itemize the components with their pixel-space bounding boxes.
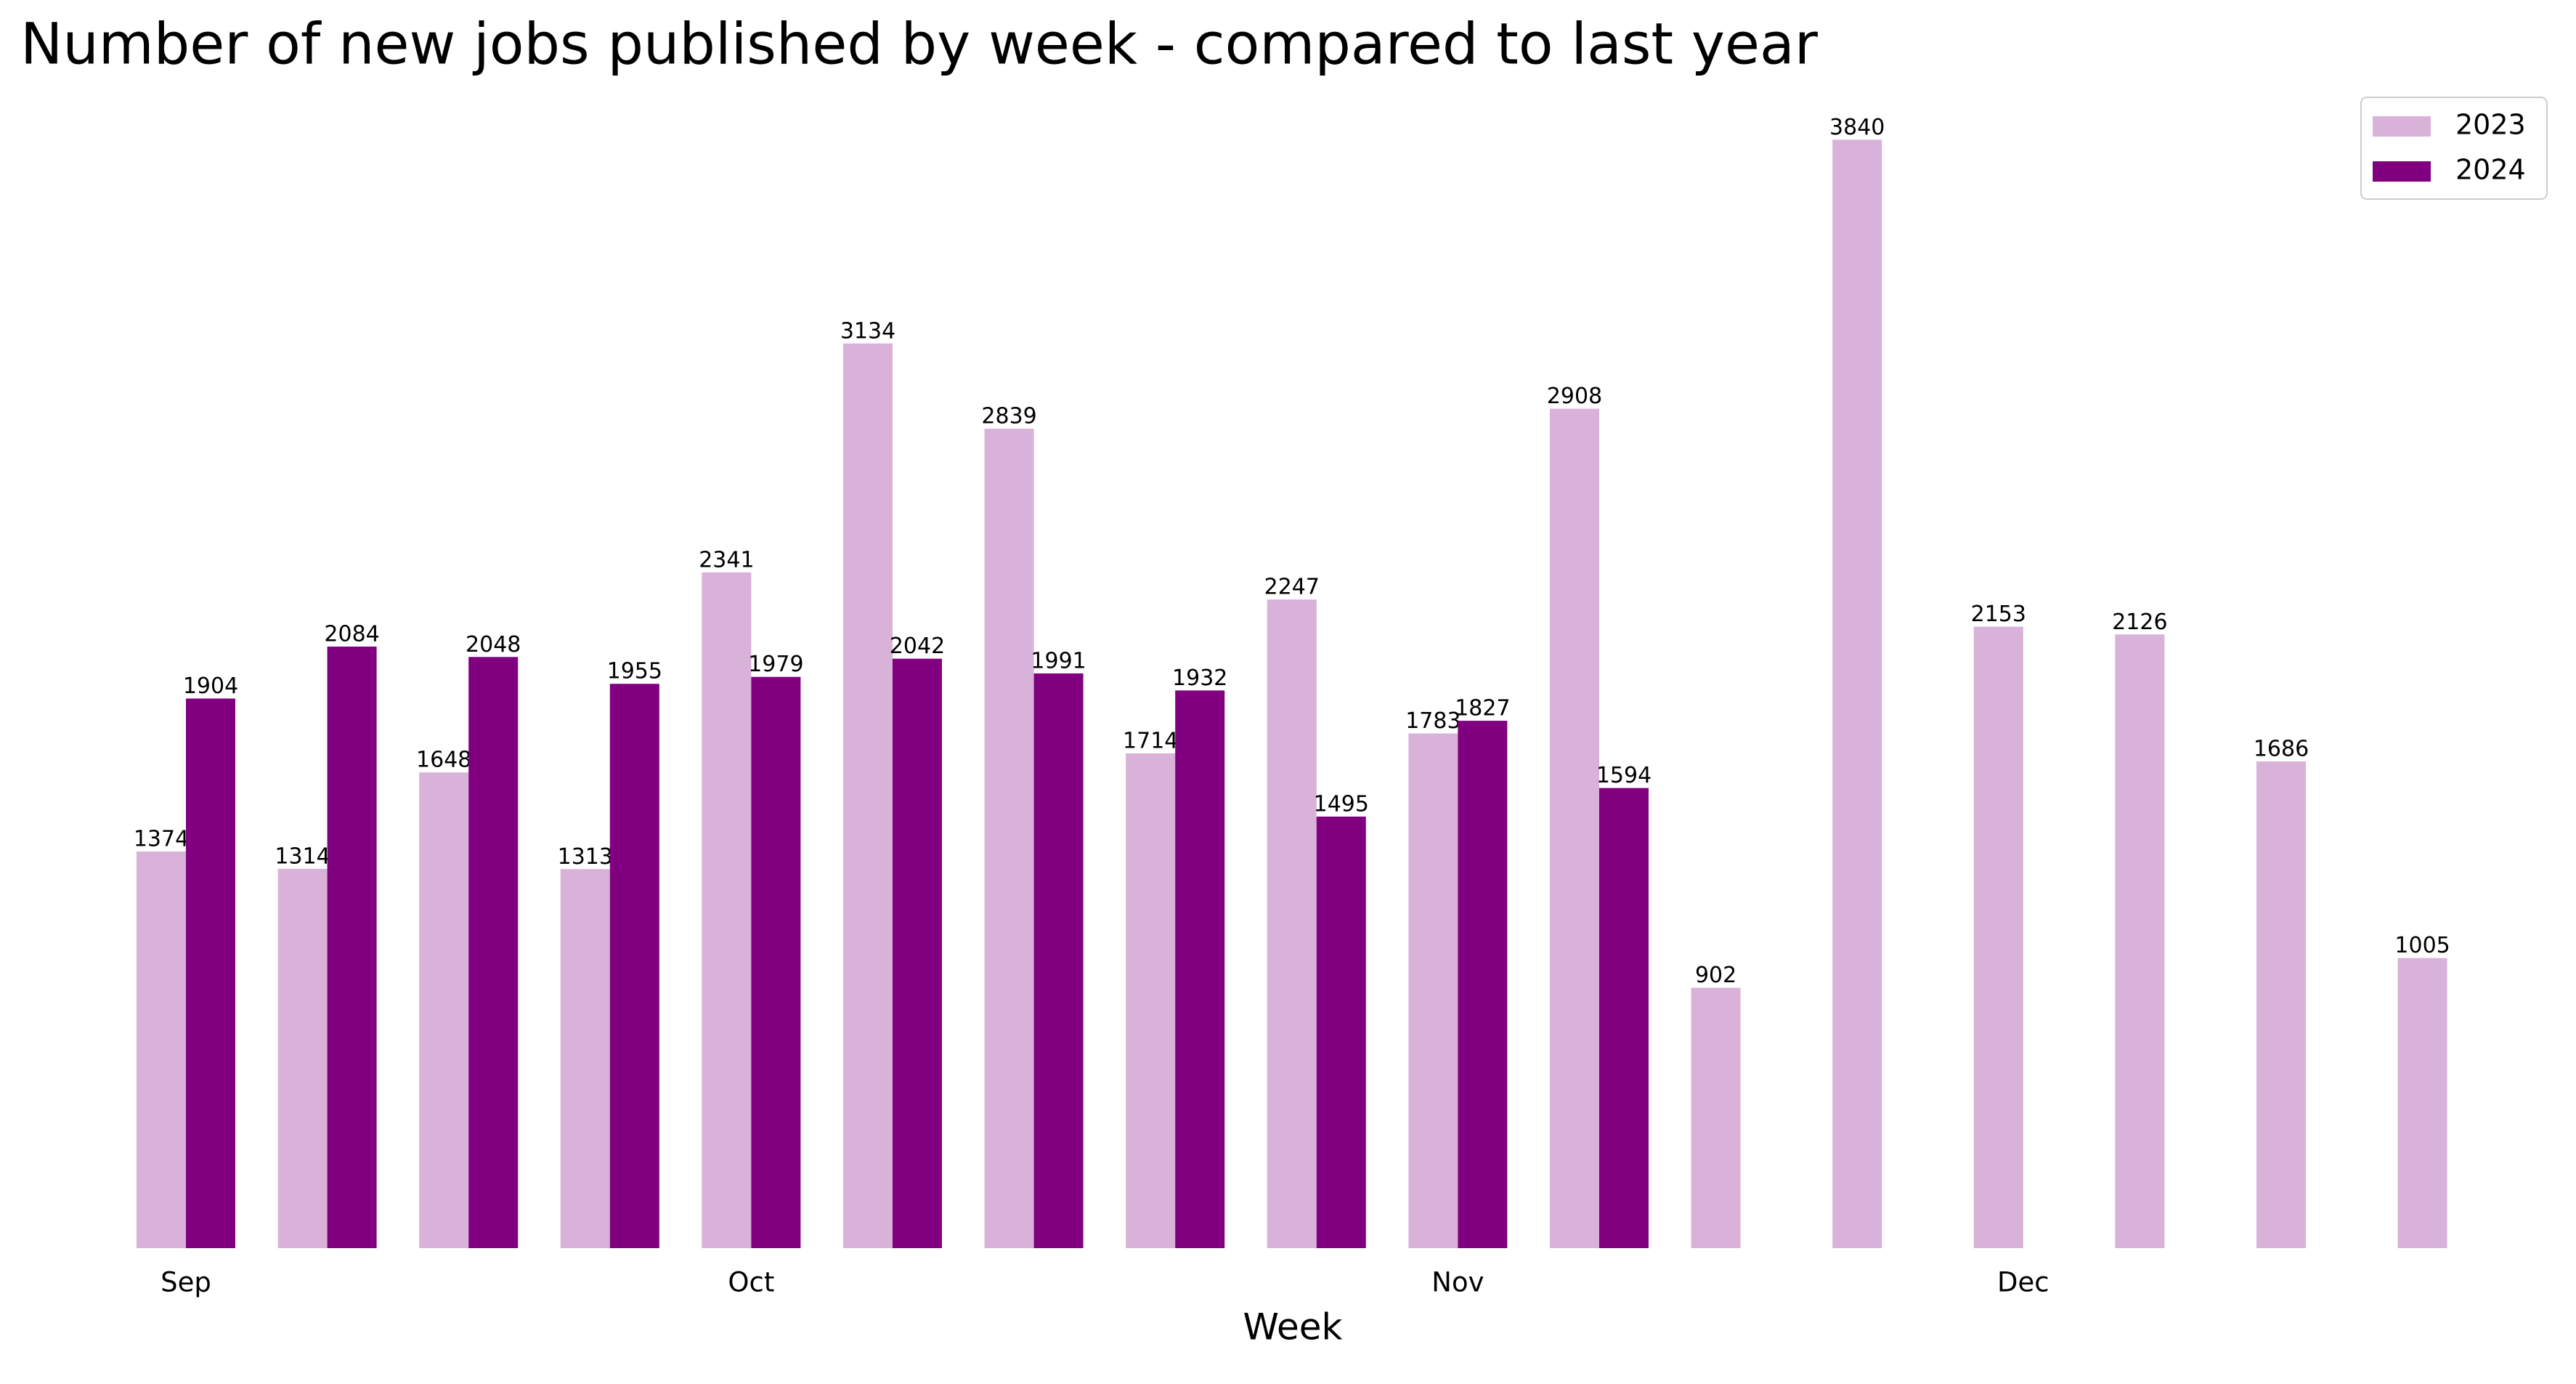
bar bbox=[327, 646, 377, 1248]
bar bbox=[1033, 673, 1084, 1248]
bar bbox=[843, 343, 893, 1248]
value-label: 1314 bbox=[275, 843, 330, 869]
chart-title: Number of new jobs published by week - c… bbox=[20, 12, 1819, 77]
bar bbox=[2115, 634, 2165, 1248]
bar bbox=[2397, 958, 2447, 1248]
x-tick-label: Dec bbox=[1997, 1267, 2049, 1298]
value-label: 1686 bbox=[2254, 737, 2309, 762]
value-label: 1313 bbox=[558, 844, 613, 870]
value-label: 2341 bbox=[699, 547, 754, 572]
bar bbox=[277, 868, 328, 1248]
bar bbox=[751, 676, 801, 1248]
bar bbox=[1599, 788, 1649, 1248]
value-label: 2042 bbox=[890, 634, 945, 659]
x-axis-label: Week bbox=[1243, 1306, 1343, 1348]
bar bbox=[1316, 817, 1366, 1248]
bar bbox=[1408, 733, 1458, 1248]
bar bbox=[560, 869, 610, 1248]
legend-swatch bbox=[2373, 116, 2431, 137]
bar bbox=[609, 684, 659, 1248]
value-label: 2084 bbox=[324, 621, 379, 647]
value-label: 1783 bbox=[1405, 708, 1460, 734]
bar bbox=[1691, 987, 1741, 1248]
bar bbox=[1458, 721, 1508, 1248]
value-label: 1991 bbox=[1031, 648, 1086, 673]
value-label: 1374 bbox=[134, 827, 189, 852]
legend-label: 2024 bbox=[2455, 154, 2526, 186]
bar bbox=[468, 657, 519, 1248]
value-label: 1714 bbox=[1123, 728, 1178, 753]
value-label: 2048 bbox=[466, 632, 521, 657]
bar bbox=[702, 572, 752, 1248]
value-label: 1932 bbox=[1172, 665, 1227, 691]
bar bbox=[1550, 408, 1599, 1248]
legend-label: 2023 bbox=[2455, 109, 2526, 141]
value-label: 3840 bbox=[1829, 115, 1885, 140]
bar bbox=[419, 772, 469, 1248]
value-label: 1979 bbox=[748, 652, 803, 677]
bar bbox=[1175, 690, 1225, 1248]
value-label: 2247 bbox=[1264, 575, 1320, 600]
value-label: 1827 bbox=[1455, 696, 1510, 721]
bar bbox=[893, 658, 942, 1248]
value-label: 3134 bbox=[840, 318, 895, 344]
value-label: 2908 bbox=[1547, 384, 1602, 409]
value-label: 1495 bbox=[1314, 792, 1369, 817]
bar bbox=[1126, 753, 1176, 1248]
value-label: 902 bbox=[1695, 963, 1736, 988]
legend-swatch bbox=[2373, 161, 2431, 182]
value-label: 1648 bbox=[416, 748, 471, 773]
value-label: 1955 bbox=[607, 659, 662, 684]
bar bbox=[2256, 761, 2306, 1248]
bar bbox=[137, 851, 186, 1248]
value-label: 1594 bbox=[1596, 763, 1651, 788]
bar bbox=[186, 698, 235, 1248]
value-label: 2153 bbox=[1971, 602, 2026, 627]
value-label: 2839 bbox=[981, 404, 1036, 429]
x-tick-label: Nov bbox=[1431, 1267, 1484, 1298]
bar bbox=[1973, 626, 2023, 1248]
x-tick-label: Oct bbox=[728, 1267, 774, 1298]
x-tick-label: Sep bbox=[161, 1267, 211, 1298]
value-label: 2126 bbox=[2112, 610, 2167, 635]
value-label: 1005 bbox=[2394, 933, 2450, 958]
value-label: 1904 bbox=[183, 673, 238, 699]
bar bbox=[1832, 139, 1882, 1248]
bar bbox=[1267, 599, 1317, 1248]
bar bbox=[984, 429, 1034, 1249]
